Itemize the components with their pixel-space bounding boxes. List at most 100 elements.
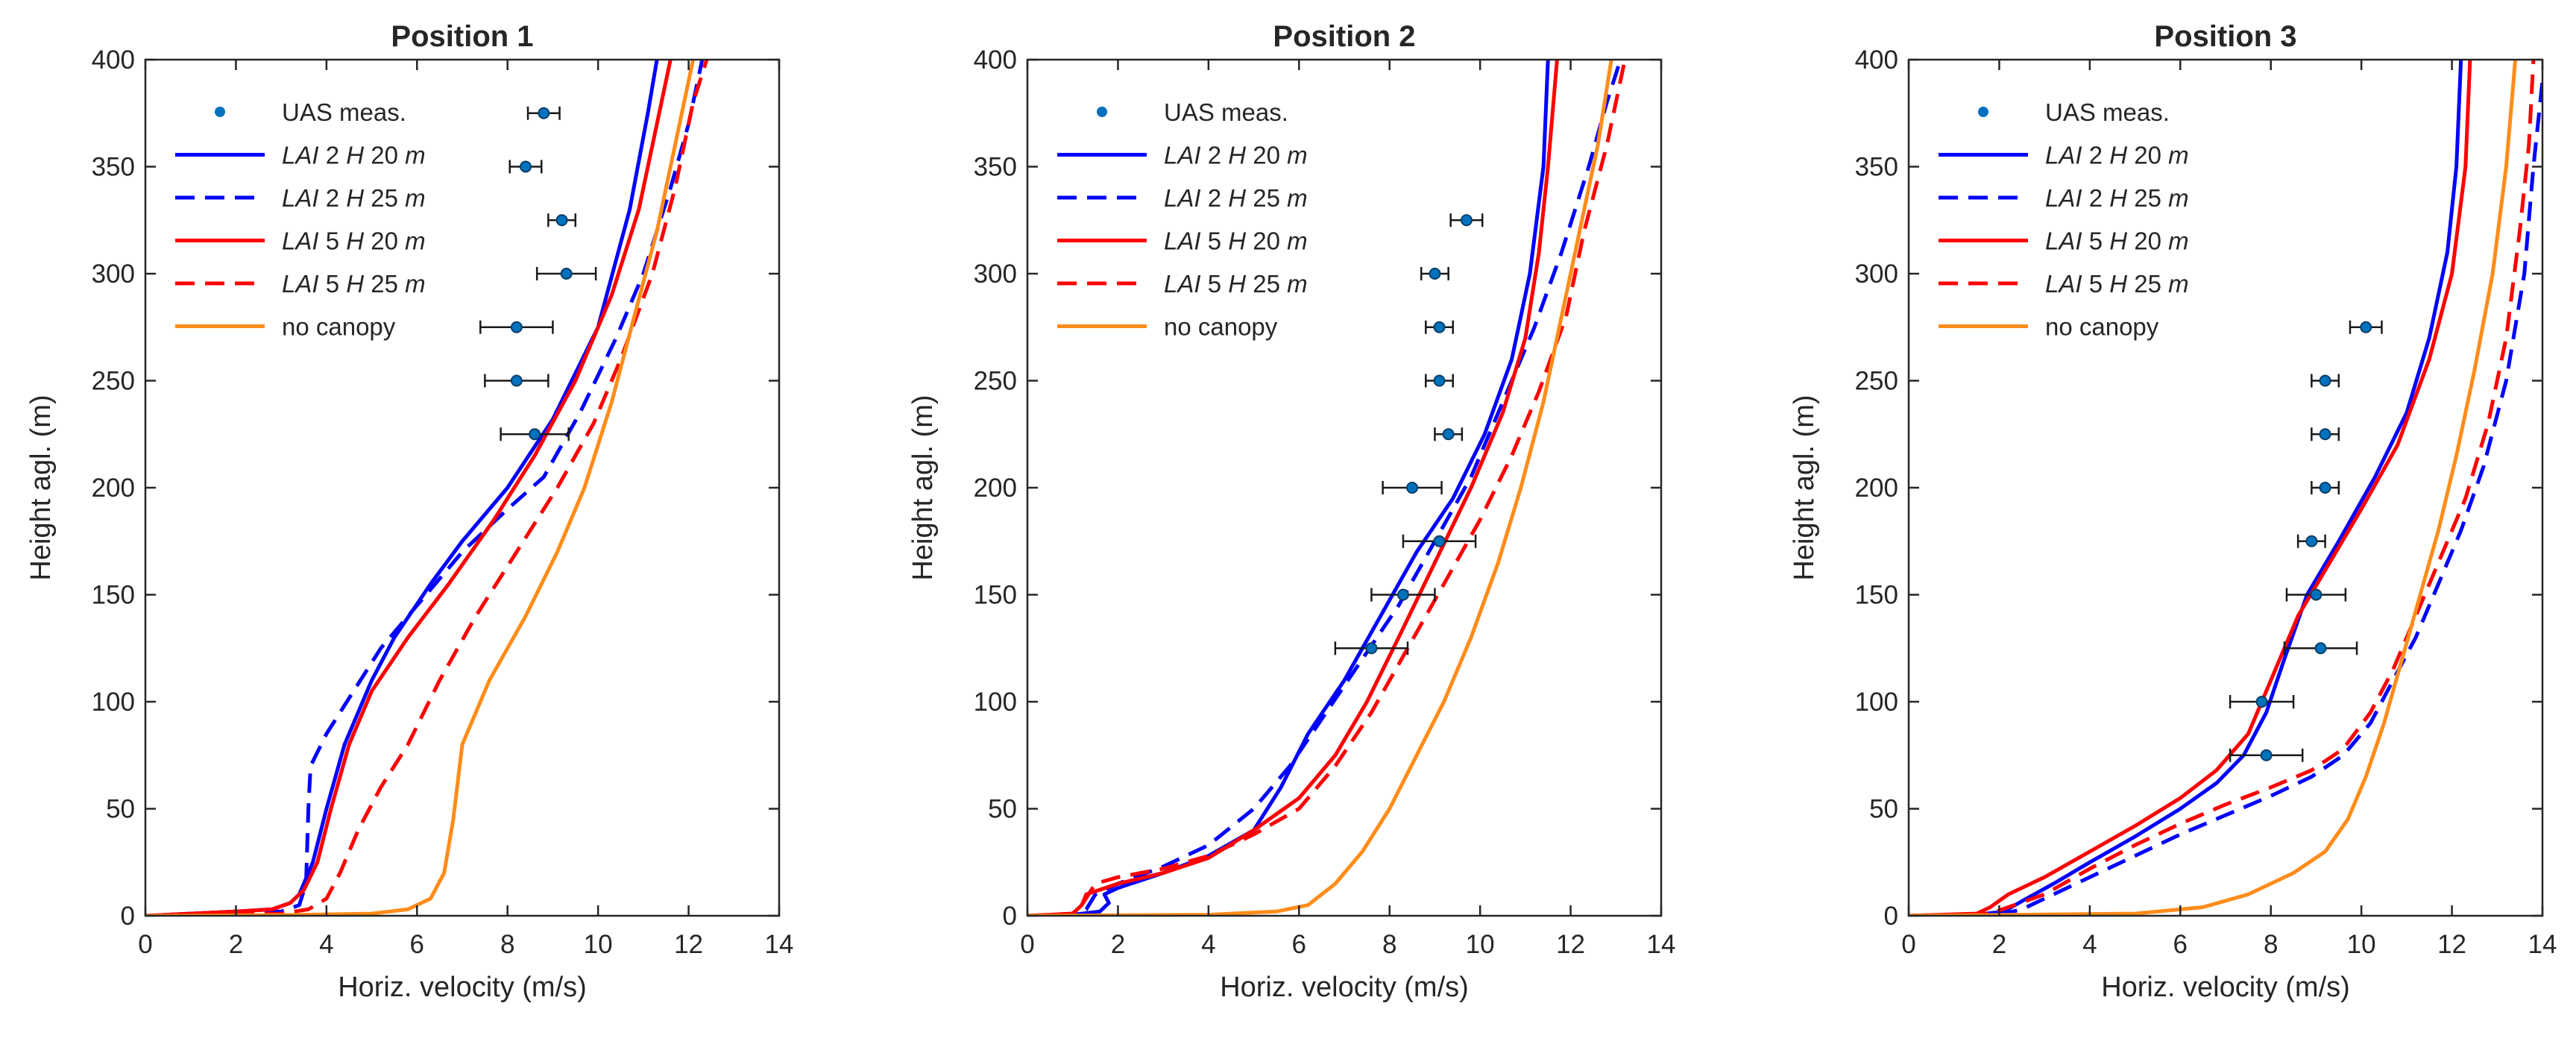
y-tick-label: 400 <box>974 45 1017 75</box>
axes-box <box>144 58 781 917</box>
y-tick-label: 200 <box>1855 474 1898 503</box>
x-axis-label: Horiz. velocity (m/s) <box>2101 972 2350 1003</box>
legend-label-part: H <box>2109 142 2127 169</box>
uas-point-5 <box>510 321 523 333</box>
x-tick-label: 4 <box>2082 930 2097 959</box>
uas-point-3 <box>1433 321 1446 333</box>
y-tick-label: 50 <box>988 795 1017 824</box>
legend-label-part: H <box>2109 270 2127 298</box>
legend-label-part: 20 <box>2127 142 2168 169</box>
y-tick-label: 100 <box>974 688 1017 717</box>
series-line-2 <box>145 60 705 916</box>
series-line-3 <box>1909 60 2472 916</box>
legend-label-part: LAI <box>282 227 319 255</box>
legend-label: LAI 2 H 20 m <box>282 142 426 169</box>
uas-point-5 <box>1442 428 1455 441</box>
series-group <box>1027 60 1627 916</box>
x-tick-label: 10 <box>2347 930 2376 959</box>
series-line-2 <box>1027 60 1622 916</box>
uas-point-7 <box>529 428 541 441</box>
legend-label-part: 5 <box>2082 270 2110 298</box>
x-tick-label: 10 <box>1466 930 1495 959</box>
legend-label: LAI 2 H 25 m <box>2045 184 2189 212</box>
legend-marker-uas <box>215 107 225 117</box>
uas-point-2 <box>1429 268 1441 280</box>
uas-point-7 <box>1433 535 1446 547</box>
legend-label-part: LAI <box>1164 184 1201 212</box>
legend-label-part: 20 <box>2127 227 2168 255</box>
y-tick-label: 250 <box>1855 367 1898 396</box>
legend-label-part: H <box>346 184 364 212</box>
x-tick-label: 4 <box>319 930 333 959</box>
legend-label-part: LAI <box>1164 142 1201 169</box>
series-line-5 <box>1909 60 2518 916</box>
y-axis-label: Height agl. (m) <box>907 394 939 580</box>
x-tick-label: 4 <box>1201 930 1215 959</box>
legend-label-part: 25 <box>2127 184 2168 212</box>
legend-label: LAI 5 H 20 m <box>1164 227 1308 255</box>
chart-title: Position 2 <box>1273 20 1415 53</box>
legend-label-part: H <box>1228 227 1246 255</box>
y-tick-label: 350 <box>92 153 135 182</box>
series-group <box>145 60 709 916</box>
legend-label-part: 20 <box>364 142 405 169</box>
x-tick-label: 8 <box>2264 930 2278 959</box>
legend-label-part: 5 <box>319 270 347 298</box>
legend-label-part: LAI <box>282 270 319 298</box>
y-tick-label: 350 <box>974 153 1017 182</box>
legend-label-part: no canopy <box>2045 313 2159 341</box>
y-tick-label: 150 <box>1855 581 1898 610</box>
legend-label-part: 5 <box>1201 227 1229 255</box>
x-tick-label: 2 <box>1992 930 2006 959</box>
series-line-5 <box>145 60 696 916</box>
legend-label-part: m <box>2168 184 2189 212</box>
legend-label-part: H <box>2109 184 2127 212</box>
series-line-4 <box>1027 60 1627 916</box>
legend-label-part: LAI <box>2045 142 2082 169</box>
x-tick-label: 6 <box>410 930 424 959</box>
uas-point-2 <box>2319 374 2331 387</box>
legend-label: LAI 5 H 20 m <box>282 227 426 255</box>
y-tick-label: 50 <box>1869 795 1898 824</box>
legend-label-part: m <box>405 227 426 255</box>
x-tick-label: 6 <box>2173 930 2188 959</box>
y-tick-label: 350 <box>1855 153 1898 182</box>
legend-label-part: m <box>405 184 426 212</box>
legend-label-part: 5 <box>1201 270 1229 298</box>
legend-label: LAI 5 H 25 m <box>282 270 426 298</box>
x-tick-label: 8 <box>500 930 514 959</box>
x-tick-label: 0 <box>1901 930 1915 959</box>
series-line-2 <box>1909 81 2542 916</box>
legend-label: LAI 2 H 25 m <box>1164 184 1308 212</box>
legend-label: LAI 5 H 20 m <box>2045 227 2189 255</box>
y-tick-label: 0 <box>1884 902 1898 931</box>
legend-label: UAS meas. <box>2045 98 2170 126</box>
x-tick-label: 8 <box>1382 930 1396 959</box>
y-tick-label: 400 <box>1855 45 1898 75</box>
y-tick-label: 0 <box>1003 902 1017 931</box>
uas-point-1 <box>538 107 550 119</box>
y-tick-label: 200 <box>974 474 1017 503</box>
y-tick-label: 300 <box>1855 260 1898 289</box>
legend-label-part: 25 <box>364 184 405 212</box>
y-tick-label: 100 <box>92 688 135 717</box>
chart-panel-1: Position 1 0 2 4 6 8 10 12 14 0 50 100 150 200 250 300 3… <box>25 20 793 1003</box>
y-axis-label: Height agl. (m) <box>25 394 57 580</box>
y-tick-label: 250 <box>92 367 135 396</box>
legend-label-part: H <box>2109 227 2127 255</box>
legend-label-part: 5 <box>319 227 347 255</box>
uas-point-1 <box>2360 321 2372 333</box>
x-tick-label: 14 <box>1647 930 1676 959</box>
uas-point-6 <box>2310 588 2323 601</box>
x-tick-label: 14 <box>2528 930 2557 959</box>
legend-label-part: H <box>346 270 364 298</box>
legend-label-part: H <box>1228 142 1246 169</box>
legend-label-part: m <box>405 142 426 169</box>
legend-label-part: H <box>1228 270 1246 298</box>
y-tick-label: 150 <box>974 581 1017 610</box>
y-tick-label: 300 <box>974 260 1017 289</box>
legend-label-part: no canopy <box>282 313 396 341</box>
uas-measurements <box>479 106 597 441</box>
y-tick-label: 300 <box>92 260 135 289</box>
